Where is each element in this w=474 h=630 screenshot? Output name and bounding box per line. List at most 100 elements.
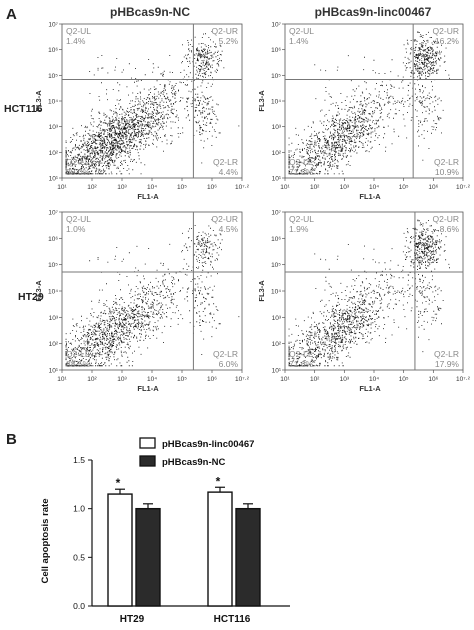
plot-frame: [61, 23, 243, 179]
x-axis-title: FL1-A: [359, 192, 381, 201]
y-tick-label: 10⁵: [48, 73, 58, 80]
y-tick-label: 10⁶: [48, 47, 58, 54]
quadrant-ll-label: Q2-LL: [289, 157, 313, 167]
y-tick-label: 10⁷: [271, 210, 281, 217]
quadrant-ll-label: Q2-LL: [289, 349, 313, 359]
quadrant-ur-value: 8.6%: [440, 224, 460, 234]
x-tick-label: 10⁶: [207, 184, 217, 191]
quadrant-ll-value: 71.6%: [289, 359, 314, 369]
y-tick-label: 10⁷: [271, 22, 281, 29]
column-title-nc: pHBcas9n-NC: [110, 5, 190, 19]
x-tick-label: 10⁶: [428, 376, 438, 383]
x-tick-label: 10⁴: [369, 184, 379, 191]
x-axis-title: FL1-A: [137, 192, 159, 201]
y-tick-label: 10⁴: [48, 289, 58, 296]
x-axis-title: FL1-A: [359, 384, 381, 393]
bar-hct116-nc: [235, 507, 261, 607]
quadrant-ul-label: Q2-UL: [289, 26, 314, 36]
y-tick-label: 10⁷: [48, 22, 58, 29]
bar-y-tick-label: 1.5: [73, 455, 85, 465]
quadrant-ll-value: 88.5%: [66, 359, 91, 369]
quadrant-lr-value: 10.9%: [435, 167, 460, 177]
quadrant-ll-label: Q2-LL: [66, 349, 90, 359]
x-tick-label: 10⁴: [147, 184, 157, 191]
panel-label-b: B: [6, 431, 17, 448]
bar-hct116-linc00467: [207, 491, 233, 607]
quadrant-ul-value: 1.4%: [66, 36, 86, 46]
quadrant-ur-value: 16.2%: [435, 36, 460, 46]
y-axis-title: FL3-A: [34, 280, 43, 302]
quadrant-ur-label: Q2-UR: [212, 214, 238, 224]
quadrant-ur-label: Q2-UR: [433, 214, 459, 224]
x-tick-label: 10⁵: [177, 184, 187, 191]
x-tick-label: 10¹: [280, 184, 290, 191]
bar-ht29-linc00467: [107, 493, 133, 607]
x-tick-label: 10³: [340, 376, 350, 383]
plot-frame: [61, 211, 243, 371]
quadrant-ul-value: 1.9%: [289, 224, 309, 234]
y-axis-title: FL3-A: [34, 90, 43, 112]
quadrant-ul-value: 1.4%: [289, 36, 309, 46]
apoptosis-bar-chart: 0.0 0.5 1.0 1.5 Cell apoptosis rate * HT29 * HCT…: [40, 437, 290, 625]
x-tick-label: 10²: [310, 376, 320, 383]
legend-swatch: [139, 437, 156, 449]
y-tick-label: 10³: [49, 315, 59, 322]
quadrant-ur-value: 5.2%: [219, 36, 239, 46]
scatter-dots: [65, 219, 240, 367]
x-tick-label: 10⁷·²: [235, 184, 250, 191]
y-tick-label: 10²: [272, 150, 282, 157]
x-tick-label: 10⁵: [177, 376, 187, 383]
y-axis-title: FL3-A: [257, 90, 266, 112]
plot-frame: [284, 211, 464, 371]
quadrant-lr-label: Q2-LR: [213, 157, 238, 167]
x-tick-label: 10¹: [280, 376, 290, 383]
y-tick-label: 10⁴: [271, 99, 281, 106]
quadrant-ll-label: Q2-LL: [66, 157, 90, 167]
y-tick-label: 10⁶: [48, 236, 58, 243]
bar-y-tick-label: 1.0: [73, 504, 85, 514]
x-tick-label: 10¹: [57, 376, 67, 383]
x-tick-label: 10³: [340, 184, 350, 191]
row-label-hct116: HCT116: [4, 103, 43, 115]
x-tick-label: 10⁶: [428, 184, 438, 191]
x-tick-label: 10⁷·²: [235, 376, 250, 383]
y-tick-label: 10⁶: [271, 47, 281, 54]
quadrant-ur-label: Q2-UR: [212, 26, 238, 36]
y-tick-label: 10¹: [272, 368, 282, 375]
y-tick-label: 10¹: [272, 176, 282, 183]
x-tick-label: 10²: [87, 184, 97, 191]
quadrant-lr-value: 17.9%: [435, 359, 460, 369]
y-tick-label: 10⁵: [271, 262, 281, 269]
column-title-linc00467: pHBcas9n-linc00467: [315, 5, 432, 19]
y-tick-label: 10⁴: [48, 99, 58, 106]
x-tick-label: 10⁶: [207, 376, 217, 383]
x-tick-label: 10⁷·²: [456, 184, 471, 191]
bar-category-label: HCT116: [214, 614, 251, 625]
y-tick-label: 10¹: [49, 368, 59, 375]
bar-category-label: HT29: [120, 614, 145, 625]
quadrant-lr-label: Q2-LR: [434, 157, 459, 167]
legend-label: pHBcas9n-NC: [162, 457, 225, 468]
x-tick-label: 10⁵: [399, 184, 409, 191]
quadrant-ur-value: 4.5%: [219, 224, 239, 234]
y-tick-label: 10²: [49, 341, 59, 348]
y-tick-label: 10⁷: [48, 210, 58, 217]
x-tick-label: 10⁴: [369, 376, 379, 383]
panel-label-a: A: [6, 6, 17, 23]
x-tick-label: 10⁵: [399, 376, 409, 383]
flow-cytometry-panels: Q2-UL1.4%Q2-UR5.2%Q2-LL89.0%Q2-LR4.4%10¹…: [34, 22, 471, 394]
quadrant-ul-value: 1.0%: [66, 224, 86, 234]
x-tick-label: 10²: [310, 184, 320, 191]
x-tick-label: 10³: [117, 184, 127, 191]
y-tick-label: 10³: [272, 124, 282, 131]
x-axis-title: FL1-A: [137, 384, 159, 393]
bar-y-axis-title: Cell apoptosis rate: [40, 499, 51, 584]
legend-label: pHBcas9n-linc00467: [162, 439, 254, 450]
plot-frame: [284, 23, 464, 179]
significance-marker: *: [116, 476, 121, 490]
